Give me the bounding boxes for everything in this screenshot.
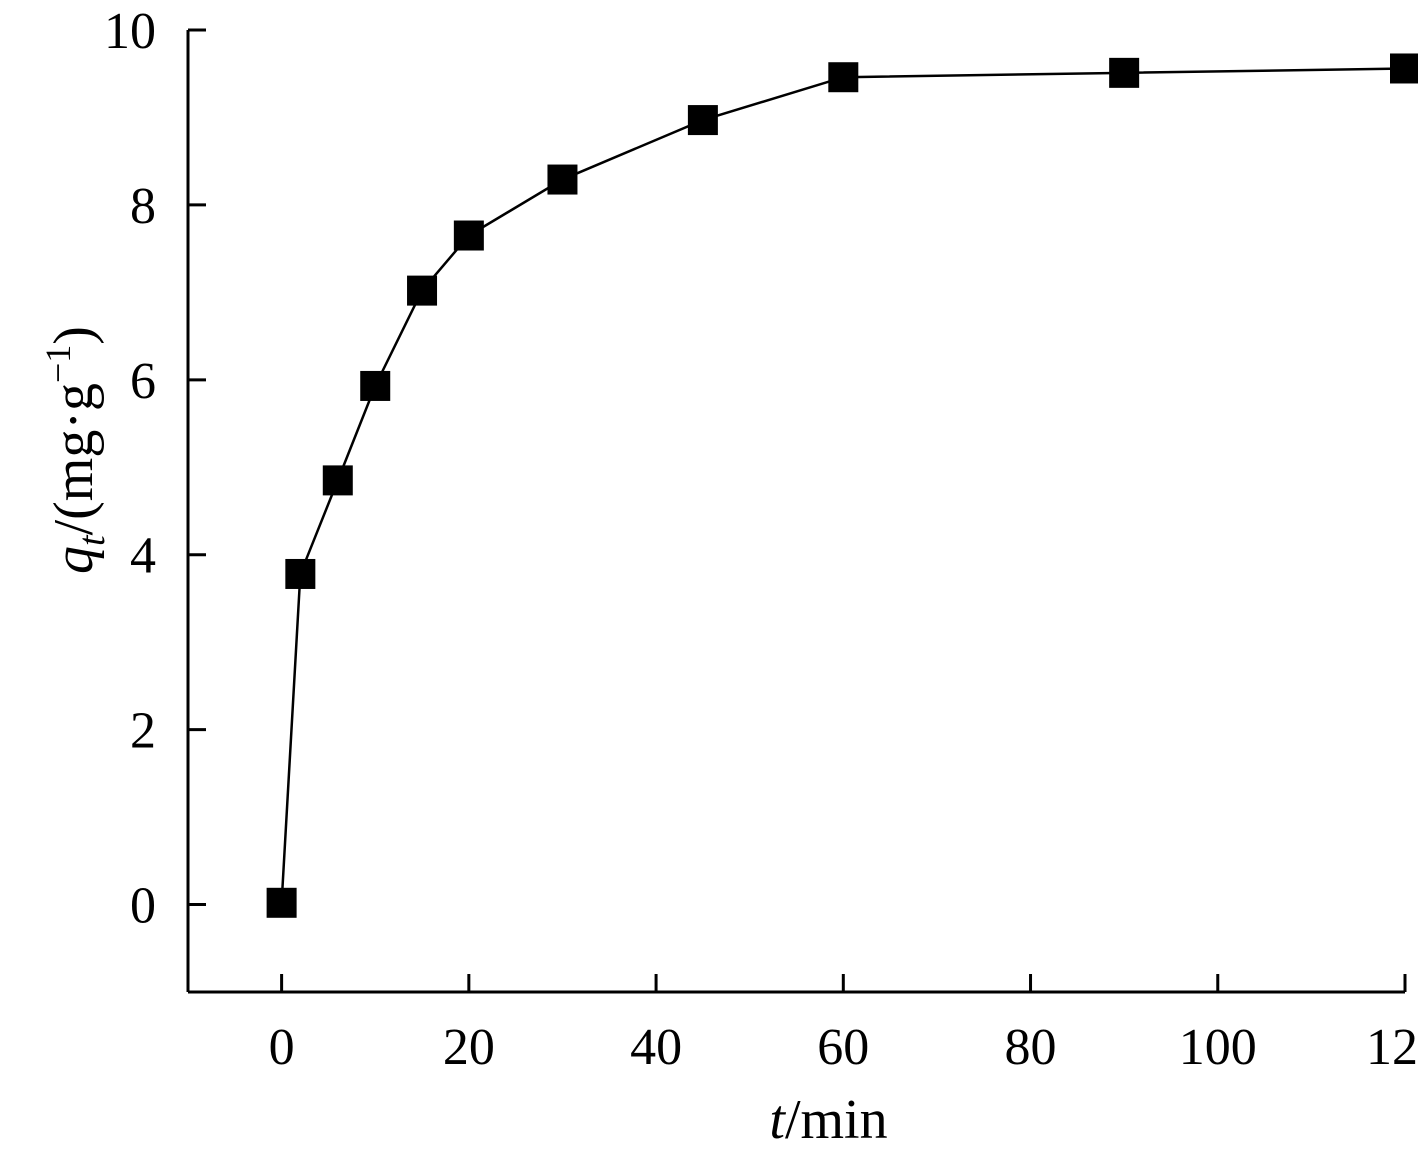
x-tick-label: 60 — [817, 1019, 869, 1076]
data-points — [266, 53, 1418, 918]
data-point-marker — [547, 164, 578, 195]
x-axis-title: t/min — [769, 1089, 887, 1151]
data-point-marker — [828, 62, 859, 93]
series — [266, 53, 1418, 918]
y-axis-title: qt/(mg·g−1) — [38, 326, 113, 574]
y-axis-superscript: −1 — [38, 345, 78, 383]
y-tick-label: 6 — [130, 353, 156, 410]
x-axis-unit: /min — [785, 1089, 888, 1151]
x-ticks: 0 20 40 60 80 100 120 — [269, 974, 1418, 1076]
data-point-marker — [1390, 53, 1418, 84]
y-tick-label: 8 — [130, 178, 156, 235]
data-point-marker — [266, 887, 297, 918]
data-point-marker — [285, 558, 316, 589]
data-point-marker — [687, 105, 718, 136]
x-tick-label: 80 — [1005, 1019, 1057, 1076]
y-axis-unit-suffix: ) — [43, 326, 105, 345]
data-point-marker — [407, 275, 438, 306]
y-axis-unit-prefix: /(mg·g — [43, 383, 105, 535]
y-tick-label: 10 — [104, 3, 156, 60]
y-tick-label: 0 — [130, 878, 156, 935]
y-tick-label: 2 — [130, 703, 156, 760]
x-tick-label: 40 — [630, 1019, 682, 1076]
data-point-marker — [453, 220, 484, 251]
x-tick-label: 0 — [269, 1019, 295, 1076]
y-axis-subscript: t — [71, 534, 113, 546]
x-tick-label: 100 — [1179, 1019, 1257, 1076]
x-tick-label: 120 — [1366, 1019, 1418, 1076]
x-tick-label: 20 — [443, 1019, 495, 1076]
y-tick-label: 4 — [130, 528, 156, 585]
axes — [186, 30, 1405, 994]
y-ticks: 0 2 4 6 8 10 — [104, 3, 206, 935]
y-axis-variable: q — [43, 546, 105, 574]
x-axis-variable: t — [769, 1089, 786, 1151]
data-point-marker — [1109, 57, 1140, 88]
series-line — [280, 67, 1406, 903]
data-point-marker — [360, 370, 391, 401]
data-point-marker — [322, 465, 353, 496]
